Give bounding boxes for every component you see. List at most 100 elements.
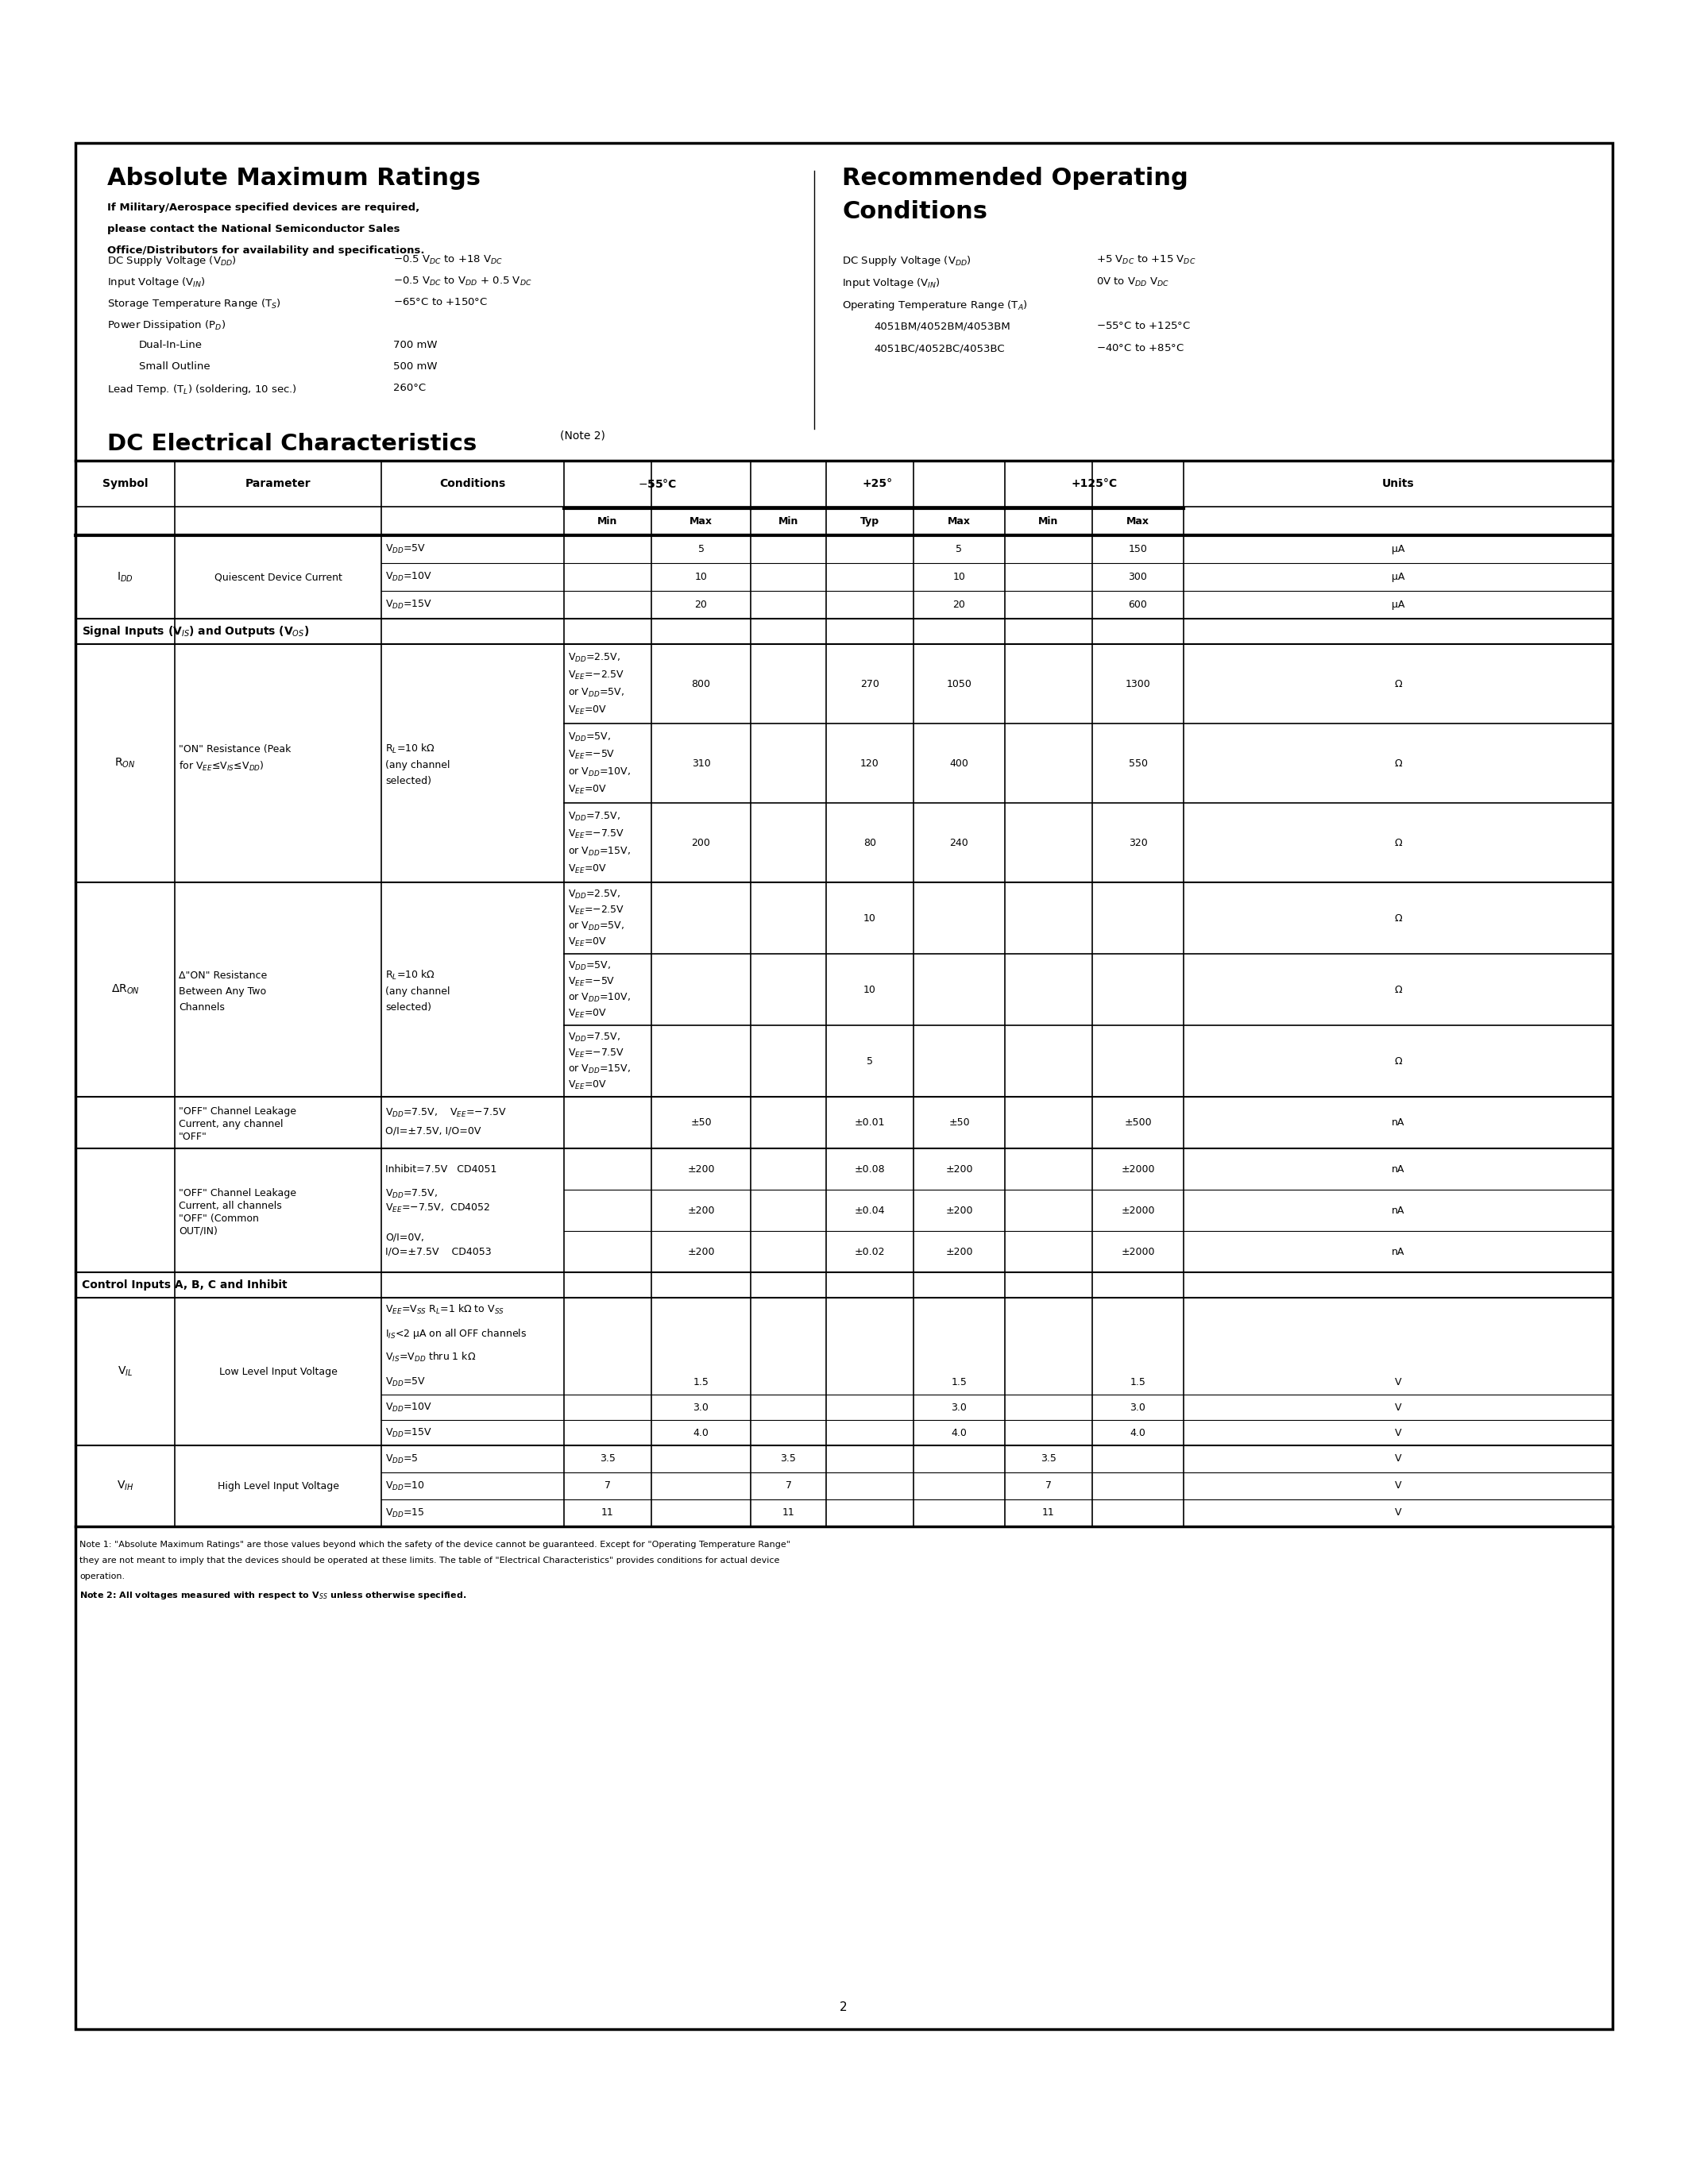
Text: ±200: ±200 [687,1164,714,1175]
Text: please contact the National Semiconductor Sales: please contact the National Semiconducto… [108,225,400,234]
Text: Note 1: "Absolute Maximum Ratings" are those values beyond which the safety of t: Note 1: "Absolute Maximum Ratings" are t… [79,1540,790,1548]
Text: "ON" Resistance (Peak: "ON" Resistance (Peak [179,745,290,753]
Text: operation.: operation. [79,1572,125,1581]
Text: Small Outline: Small Outline [138,360,211,371]
Text: 400: 400 [950,758,969,769]
Text: or V$_{DD}$=5V,: or V$_{DD}$=5V, [567,686,625,699]
Text: V$_{EE}$=−5V: V$_{EE}$=−5V [567,976,614,987]
Text: 3.5: 3.5 [1040,1455,1057,1463]
Text: 270: 270 [861,679,879,688]
Text: $-$55°C to +125°C: $-$55°C to +125°C [1096,321,1190,332]
Text: $-$0.5 V$_{DC}$ to V$_{DD}$ + 0.5 V$_{DC}$: $-$0.5 V$_{DC}$ to V$_{DD}$ + 0.5 V$_{DC… [393,275,532,288]
Text: 200: 200 [692,836,711,847]
Text: V$_{DD}$=7.5V,: V$_{DD}$=7.5V, [567,810,621,823]
Text: V$_{DD}$=5V,: V$_{DD}$=5V, [567,732,611,743]
Text: V$_{DD}$=5V: V$_{DD}$=5V [385,1376,425,1387]
Text: Quiescent Device Current: Quiescent Device Current [214,572,343,583]
Text: $-$40°C to +85°C: $-$40°C to +85°C [1096,343,1185,354]
Text: V$_{IL}$: V$_{IL}$ [118,1365,133,1378]
Text: 240: 240 [950,836,969,847]
Text: Recommended Operating: Recommended Operating [842,166,1188,190]
Text: Ω: Ω [1394,679,1401,688]
Text: μA: μA [1391,544,1404,555]
Text: 260°C: 260°C [393,382,425,393]
Text: If Military/Aerospace specified devices are required,: If Military/Aerospace specified devices … [108,203,420,212]
Text: Control Inputs A, B, C and Inhibit: Control Inputs A, B, C and Inhibit [81,1280,287,1291]
Text: V$_{EE}$=0V: V$_{EE}$=0V [567,863,608,876]
Text: Current, any channel: Current, any channel [179,1118,284,1129]
Text: Ω: Ω [1394,985,1401,994]
Text: 1050: 1050 [947,679,972,688]
Text: (Note 2): (Note 2) [560,430,606,441]
Text: or V$_{DD}$=10V,: or V$_{DD}$=10V, [567,767,631,778]
Text: V$_{EE}$=0V: V$_{EE}$=0V [567,784,608,795]
Text: Between Any Two: Between Any Two [179,985,267,996]
Text: 1.5: 1.5 [1129,1376,1146,1387]
Text: V$_{EE}$=−7.5V,  CD4052: V$_{EE}$=−7.5V, CD4052 [385,1201,490,1214]
Text: V$_{EE}$=−5V: V$_{EE}$=−5V [567,749,614,760]
Text: ±200: ±200 [687,1247,714,1256]
Text: +25°: +25° [863,478,893,489]
Text: Office/Distributors for availability and specifications.: Office/Distributors for availability and… [108,245,425,256]
Text: 5: 5 [697,544,704,555]
Text: O/I=0V,: O/I=0V, [385,1232,424,1243]
Text: V$_{EE}$=0V: V$_{EE}$=0V [567,1079,608,1090]
Text: V$_{IS}$=V$_{DD}$ thru 1 kΩ: V$_{IS}$=V$_{DD}$ thru 1 kΩ [385,1352,476,1363]
Text: V$_{EE}$=V$_{SS}$ R$_{L}$=1 kΩ to V$_{SS}$: V$_{EE}$=V$_{SS}$ R$_{L}$=1 kΩ to V$_{SS… [385,1304,505,1317]
Text: ±0.08: ±0.08 [854,1164,885,1175]
Text: 7: 7 [785,1481,792,1492]
Text: V: V [1394,1428,1401,1437]
Text: Note 2: All voltages measured with respect to V$_{SS}$ unless otherwise specifie: Note 2: All voltages measured with respe… [79,1590,466,1601]
Text: R$_{L}$=10 kΩ: R$_{L}$=10 kΩ [385,743,436,756]
Text: selected): selected) [385,1002,432,1011]
Text: 700 mW: 700 mW [393,341,437,349]
Text: 4.0: 4.0 [1129,1428,1146,1437]
Text: 11: 11 [601,1507,614,1518]
Text: Ω: Ω [1394,1055,1401,1066]
Text: 120: 120 [861,758,879,769]
Text: Power Dissipation (P$_{D}$): Power Dissipation (P$_{D}$) [108,319,226,332]
Text: Ω: Ω [1394,758,1401,769]
Text: V$_{IH}$: V$_{IH}$ [116,1479,133,1492]
Text: ±200: ±200 [945,1247,972,1256]
Text: 4.0: 4.0 [952,1428,967,1437]
Text: V$_{EE}$=0V: V$_{EE}$=0V [567,937,608,948]
Text: ±500: ±500 [1124,1118,1151,1127]
Text: High Level Input Voltage: High Level Input Voltage [218,1481,339,1492]
Text: nA: nA [1391,1247,1404,1256]
Text: (any channel: (any channel [385,760,451,771]
Text: V$_{DD}$=5: V$_{DD}$=5 [385,1452,419,1465]
Text: 2: 2 [841,2003,847,2014]
Text: 0V to V$_{DD}$ V$_{DC}$: 0V to V$_{DD}$ V$_{DC}$ [1096,277,1170,288]
Text: ±0.01: ±0.01 [854,1118,885,1127]
Text: Inhibit=7.5V   CD4051: Inhibit=7.5V CD4051 [385,1164,496,1175]
Text: R$_{ON}$: R$_{ON}$ [115,756,135,769]
Text: V$_{EE}$=0V: V$_{EE}$=0V [567,703,608,716]
Text: V$_{DD}$=2.5V,: V$_{DD}$=2.5V, [567,889,621,900]
Text: 20: 20 [695,601,707,609]
Text: 4.0: 4.0 [694,1428,709,1437]
Text: V$_{EE}$=0V: V$_{EE}$=0V [567,1007,608,1020]
Text: 10: 10 [864,985,876,994]
Text: V$_{DD}$=5V,: V$_{DD}$=5V, [567,959,611,972]
Text: for V$_{EE}$≤V$_{IS}$≤V$_{DD}$): for V$_{EE}$≤V$_{IS}$≤V$_{DD}$) [179,760,265,773]
Text: V$_{DD}$=5V: V$_{DD}$=5V [385,544,425,555]
Text: Input Voltage (V$_{IN}$): Input Voltage (V$_{IN}$) [842,277,940,290]
Text: 4051BC/4052BC/4053BC: 4051BC/4052BC/4053BC [874,343,1004,354]
Text: Lead Temp. (T$_{L}$) (soldering, 10 sec.): Lead Temp. (T$_{L}$) (soldering, 10 sec.… [108,382,297,395]
Text: Current, all channels: Current, all channels [179,1201,282,1210]
Text: 5: 5 [866,1055,873,1066]
Text: 80: 80 [864,836,876,847]
Text: Min: Min [598,515,618,526]
Text: 3.0: 3.0 [694,1402,709,1413]
Text: 150: 150 [1128,544,1148,555]
Text: ±2000: ±2000 [1121,1247,1155,1256]
Text: 11: 11 [1041,1507,1055,1518]
Text: μA: μA [1391,572,1404,583]
Text: or V$_{DD}$=5V,: or V$_{DD}$=5V, [567,919,625,933]
Text: DC Supply Voltage (V$_{DD}$): DC Supply Voltage (V$_{DD}$) [842,253,972,269]
Text: OUT/IN): OUT/IN) [179,1225,218,1236]
Text: +5 V$_{DC}$ to +15 V$_{DC}$: +5 V$_{DC}$ to +15 V$_{DC}$ [1096,253,1195,266]
Text: V$_{DD}$=2.5V,: V$_{DD}$=2.5V, [567,651,621,664]
Text: nA: nA [1391,1164,1404,1175]
